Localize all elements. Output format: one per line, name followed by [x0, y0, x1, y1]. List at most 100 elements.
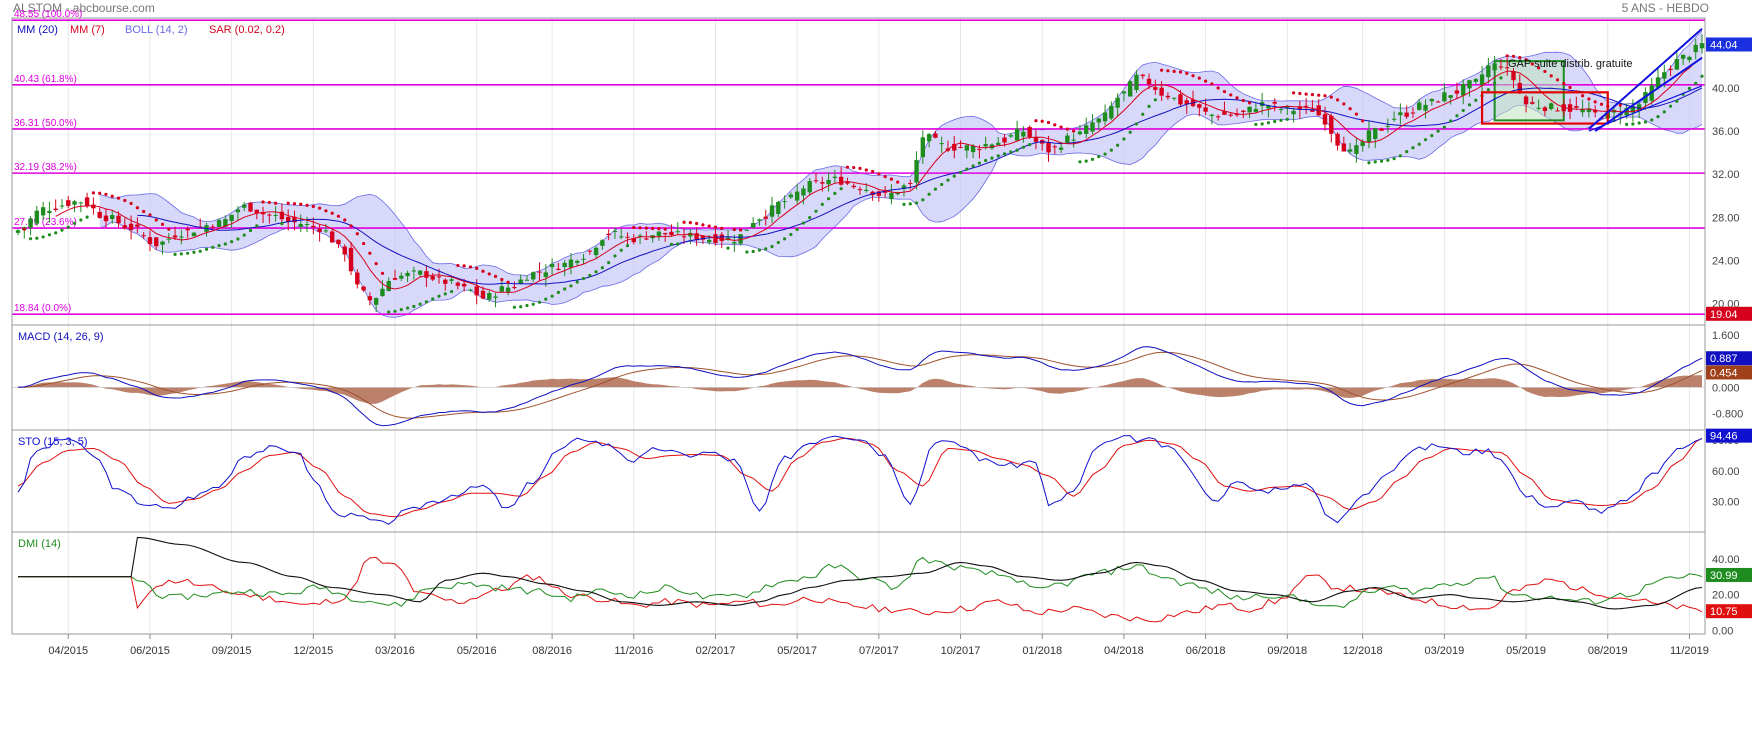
candle-body	[191, 232, 197, 237]
sto-last-tag-text: 94.46	[1710, 431, 1738, 443]
sar-dot	[116, 196, 121, 200]
time-tick-label-19: 08/2019	[1588, 645, 1628, 657]
candle	[1542, 105, 1548, 117]
candle	[248, 202, 253, 213]
candle	[505, 282, 511, 296]
candle	[1442, 83, 1447, 103]
sar-dot	[1153, 98, 1157, 102]
candle-body	[832, 176, 838, 179]
sar-dot	[255, 224, 259, 228]
candle-body	[556, 268, 561, 270]
candle-body	[34, 210, 40, 224]
candle-body	[644, 238, 649, 240]
candle	[1461, 79, 1466, 105]
candle	[1247, 106, 1252, 119]
sar-dot	[54, 231, 58, 235]
sar-dot	[179, 252, 183, 256]
sar-dot	[1524, 58, 1528, 62]
candle-body	[669, 231, 674, 236]
candle-body	[430, 276, 435, 280]
price-ytick-1: 40.00	[1712, 83, 1740, 95]
macd-legend: MACD (14, 26, 9)	[18, 331, 104, 343]
candle-body	[964, 145, 970, 151]
sar-dot	[1543, 69, 1547, 74]
candle	[329, 228, 335, 243]
candle	[543, 264, 549, 287]
candle-body	[575, 260, 580, 263]
sar-dot	[431, 297, 435, 301]
candle	[732, 234, 737, 252]
candle	[1680, 54, 1686, 65]
sar-dot	[1650, 118, 1654, 122]
sar-dot	[632, 225, 636, 230]
sar-dot	[625, 244, 630, 248]
sar-dot	[839, 187, 843, 191]
candle-body	[939, 143, 944, 145]
candle-body	[40, 207, 46, 216]
candle-body	[914, 160, 919, 183]
candle-body	[1184, 100, 1189, 105]
sar-dot	[1034, 119, 1038, 123]
sar-dot	[1505, 54, 1509, 58]
candle-body	[1310, 109, 1315, 112]
candle-body	[267, 214, 272, 216]
sar-dot	[1461, 108, 1465, 113]
time-tick-label-2: 09/2015	[212, 645, 252, 657]
candle	[392, 269, 398, 281]
chart-period[interactable]: 5 ANS - HEBDO	[1621, 1, 1709, 15]
candle	[694, 227, 699, 246]
price-legend: MM (20) MM (7) BOLL (14, 2) SAR (0.02, 0.2)	[17, 24, 285, 36]
candle-body	[794, 191, 800, 201]
candle-body	[631, 238, 636, 243]
candle-body	[763, 216, 768, 219]
candle	[581, 253, 586, 265]
candle-body	[801, 188, 806, 196]
sar-dot	[1040, 119, 1044, 123]
sar-dot	[47, 233, 52, 237]
sar-dot	[1637, 121, 1641, 125]
time-tick-label-3: 12/2015	[293, 645, 333, 657]
candle-body	[449, 279, 454, 281]
sar-dot	[1361, 119, 1365, 123]
sar-dot	[1191, 74, 1195, 78]
sar-dot	[556, 290, 560, 294]
time-tick-label-16: 12/2018	[1343, 645, 1383, 657]
sar-dot	[286, 201, 290, 205]
sar-dot	[1518, 55, 1522, 60]
candle	[386, 277, 391, 292]
sar-dot	[1103, 152, 1107, 156]
candle-body	[895, 192, 900, 195]
candle	[763, 209, 768, 226]
sar-dot	[217, 244, 221, 248]
candle	[637, 233, 643, 245]
candle	[336, 239, 341, 248]
sar-dot	[619, 248, 623, 252]
sar-dot	[1405, 149, 1409, 154]
candle-body	[154, 237, 159, 247]
candle	[826, 172, 831, 192]
sar-dot	[1599, 102, 1604, 106]
candle	[851, 183, 856, 189]
candle	[700, 235, 706, 244]
sar-dot	[770, 244, 774, 249]
sar-dot	[443, 292, 447, 296]
time-tick-label-9: 05/2017	[777, 645, 817, 657]
candle	[889, 184, 894, 205]
candle-body	[1530, 102, 1535, 104]
candle-body	[738, 234, 743, 244]
sar-dot	[387, 310, 391, 314]
candle	[952, 136, 957, 159]
sar-dot	[569, 284, 573, 288]
sar-dot	[940, 182, 944, 187]
trendline-upper	[1588, 28, 1703, 130]
candle	[405, 270, 410, 283]
candle	[172, 226, 178, 241]
candle	[1373, 127, 1378, 149]
sar-dot	[123, 198, 127, 203]
mm7-line	[55, 56, 1703, 293]
sar-dot	[808, 215, 812, 220]
time-tick-label-18: 05/2019	[1506, 645, 1546, 657]
candle-body	[1322, 114, 1328, 125]
candle-body	[1272, 101, 1277, 104]
